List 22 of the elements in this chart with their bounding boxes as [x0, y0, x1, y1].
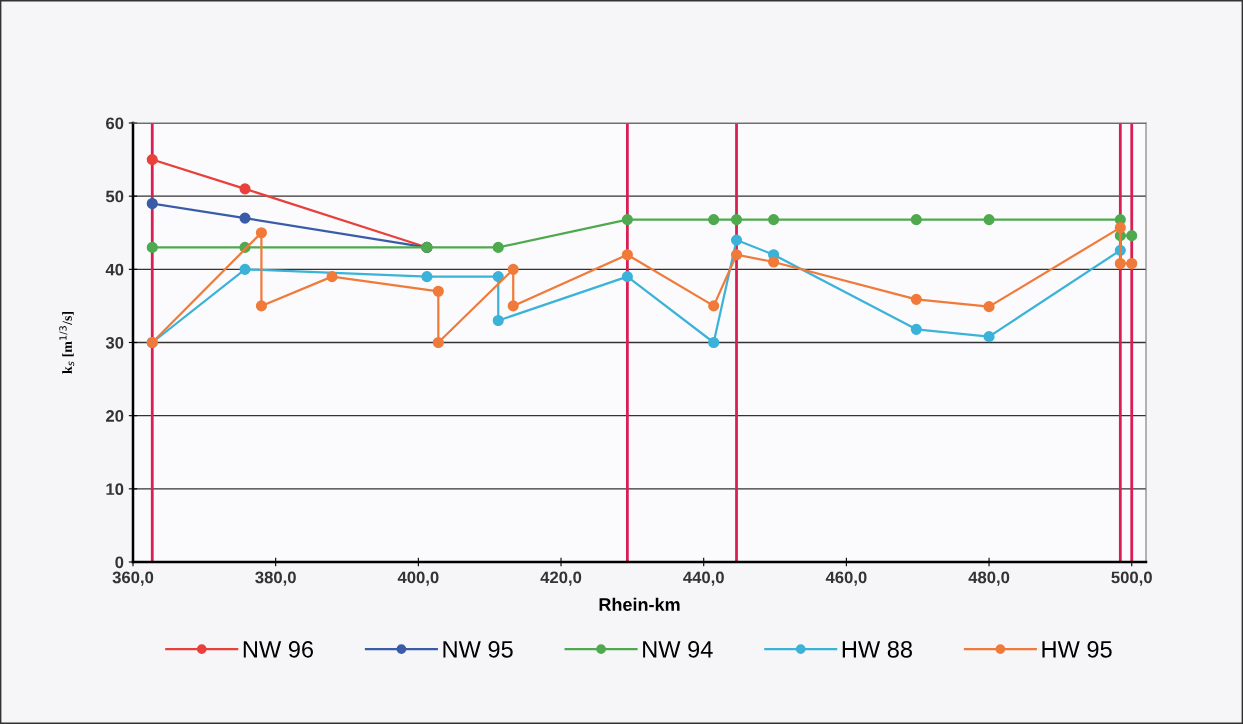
legend-label: NW 96 [243, 640, 313, 658]
x-tick-label: 460,0 [825, 571, 867, 586]
y-tick-label: 20 [106, 410, 124, 422]
legend-label: HW 88 [842, 640, 912, 658]
y-tick-label: 0 [115, 556, 124, 569]
x-tick-label: 440,0 [683, 571, 724, 586]
x-tick-label: 500,0 [1111, 571, 1152, 586]
y-axis-title: k$_{s}$ [m$^{1/3}$/s] [59, 312, 75, 374]
x-tick-label: 360,0 [112, 571, 154, 586]
y-tick-label: 30 [105, 336, 124, 349]
x-tick-label: 480,0 [968, 571, 1010, 586]
x-tick-label: 400,0 [397, 571, 439, 586]
y-tick-label: 60 [106, 117, 124, 130]
x-tick-label: 380,0 [255, 571, 296, 586]
y-tick-label: 40 [105, 263, 124, 276]
legend-label: NW 95 [443, 640, 513, 658]
legend-label: NW 94 [643, 640, 713, 658]
x-tick-label: 420,0 [540, 571, 582, 586]
y-tick-label: 50 [105, 190, 124, 203]
legend-label: HW 95 [1042, 640, 1112, 658]
x-axis-title: Rhein-km [599, 597, 680, 611]
y-tick-label: 10 [106, 483, 124, 496]
